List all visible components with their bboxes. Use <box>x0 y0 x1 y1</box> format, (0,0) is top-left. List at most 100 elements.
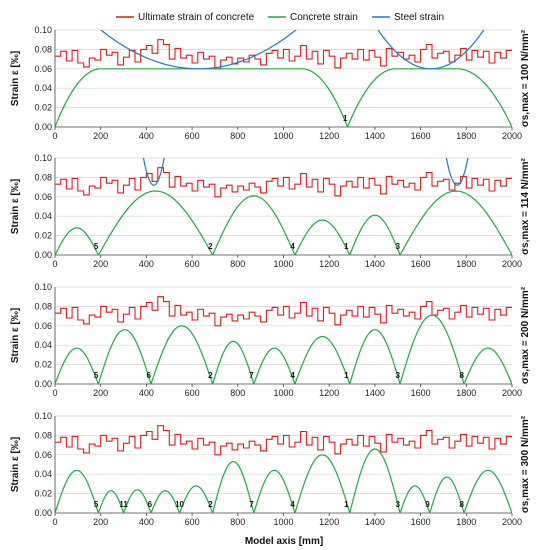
ultimate-strain-series <box>55 425 512 456</box>
y-tick-label: 0.02 <box>34 103 52 113</box>
x-tick-label: 1200 <box>319 388 339 398</box>
y-tick-label: 0.10 <box>34 282 52 292</box>
x-tick-label: 200 <box>93 131 108 141</box>
concrete-strain-segment <box>399 485 431 513</box>
crack-number-label: 3 <box>396 371 401 380</box>
crack-number-label: 2 <box>208 500 213 509</box>
x-tick-label: 1600 <box>411 517 431 527</box>
concrete-strain-segment <box>212 195 296 255</box>
x-tick-label: 600 <box>185 388 200 398</box>
x-tick-label: 2000 <box>502 517 522 527</box>
x-tick-label: 1200 <box>319 517 339 527</box>
crack-number-label: 11 <box>119 500 128 509</box>
chart-panels: 0.000.020.040.060.080.100 200 400 600 800 100… <box>10 25 531 527</box>
concrete-strain-segment <box>346 68 396 127</box>
crack-number-label: 1 <box>344 500 349 509</box>
concrete-strain-segment <box>349 214 401 255</box>
crack-number-label: 4 <box>290 500 295 509</box>
legend-label: Ultimate strain of concrete <box>138 12 255 23</box>
concrete-strain-segment <box>253 469 296 513</box>
x-tick-label: 200 <box>93 388 108 398</box>
steel-strain-segment <box>142 158 165 186</box>
concrete-strain-segment <box>212 460 255 513</box>
ultimate-strain-series <box>55 296 512 327</box>
y-tick-label: 0.10 <box>34 153 52 163</box>
x-tick-label: 600 <box>185 259 200 269</box>
concrete-strain-segment <box>399 314 465 384</box>
concrete-strain-segment <box>55 347 99 384</box>
concrete-strain-segment <box>150 490 181 513</box>
y-tick-label: 0.08 <box>34 44 52 54</box>
x-tick-label: 800 <box>230 131 245 141</box>
x-tick-label: 800 <box>230 388 245 398</box>
concrete-strain-segment <box>55 469 99 513</box>
y-tick-label: 0.02 <box>34 231 52 241</box>
panel-2: 0.00 0.02 0.04 0.06 0.08 0.10 0 200 400 600 800 100… <box>10 153 531 269</box>
x-tick-label: 1000 <box>273 131 293 141</box>
concrete-strain-segment <box>457 68 512 127</box>
steel-strain-segment <box>377 30 485 70</box>
y-tick-label: 0.08 <box>34 430 52 440</box>
x-tick-label: 2000 <box>502 131 522 141</box>
crack-number-label: 3 <box>396 500 401 509</box>
concrete-strain-segment <box>97 490 125 513</box>
y-tick-label: 0.06 <box>34 64 52 74</box>
crack-number-label: 4 <box>290 242 295 251</box>
crack-number-label: 4 <box>290 371 295 380</box>
y-tick-label: 0.08 <box>34 301 52 311</box>
legend-label: Concrete strain <box>290 12 358 23</box>
y-tick-label: 0.00 <box>34 379 52 389</box>
x-tick-label: 600 <box>185 131 200 141</box>
crack-number-label: 5 <box>94 371 99 380</box>
crack-number-label: 9 <box>425 500 430 509</box>
concrete-strain-segment <box>253 347 296 384</box>
x-axis-label: Model axis [mm] <box>245 536 323 547</box>
panel-1: 0.00 0.02 0.04 0.06 0.08 0.10 0 200 400 600 800 100… <box>10 25 531 141</box>
concrete-strain-segment <box>399 190 512 255</box>
y-axis-label: Strain ε [‰] <box>10 437 21 492</box>
x-tick-label: 400 <box>139 259 154 269</box>
concrete-strain-segment <box>463 469 512 513</box>
x-tick-label: 1800 <box>456 388 476 398</box>
x-tick-label: 1800 <box>456 259 476 269</box>
x-tick-label: 800 <box>230 259 245 269</box>
y-axis-label: Strain ε [‰] <box>10 308 21 363</box>
concrete-strain-segment <box>178 485 214 513</box>
x-tick-label: 800 <box>230 517 245 527</box>
steel-strain-segment <box>445 158 469 186</box>
y-tick-label: 0.02 <box>34 489 52 499</box>
crack-number-label: 7 <box>249 371 254 380</box>
concrete-strain-segment <box>55 68 101 127</box>
plot-area <box>55 425 512 513</box>
crack-number-label: 5 <box>94 242 99 251</box>
stress-label: σs,max = 200 N/mm² <box>520 286 531 384</box>
x-tick-label: 2000 <box>502 259 522 269</box>
concrete-strain-segment <box>463 347 512 384</box>
crack-number-label: 2 <box>208 242 213 251</box>
x-tick-label: 1400 <box>365 388 385 398</box>
concrete-strain-segment <box>97 329 152 384</box>
plot-area <box>55 30 512 127</box>
ultimate-strain-series <box>55 167 512 198</box>
concrete-strain-segment <box>150 325 214 384</box>
x-tick-label: 600 <box>185 517 200 527</box>
x-tick-label: 2000 <box>502 388 522 398</box>
y-tick-label: 0.04 <box>34 469 52 479</box>
x-tick-label: 400 <box>139 517 154 527</box>
y-tick-label: 0.06 <box>34 192 52 202</box>
concrete-strain-segment <box>294 335 351 384</box>
x-tick-label: 1200 <box>319 131 339 141</box>
y-axis-label: Strain ε [‰] <box>10 179 21 234</box>
concrete-strain-segment <box>55 227 99 255</box>
crack-number-label: 1 <box>344 242 349 251</box>
x-tick-label: 1000 <box>273 517 293 527</box>
crack-number-label: 8 <box>460 371 465 380</box>
crack-number-label: 10 <box>175 500 184 509</box>
y-tick-label: 0.04 <box>34 83 52 93</box>
concrete-strain-segment <box>122 489 152 513</box>
concrete-strain-segment <box>212 340 255 384</box>
x-tick-label: 1200 <box>319 259 339 269</box>
crack-number-label: 8 <box>460 500 465 509</box>
concrete-strain-segment <box>301 68 349 127</box>
